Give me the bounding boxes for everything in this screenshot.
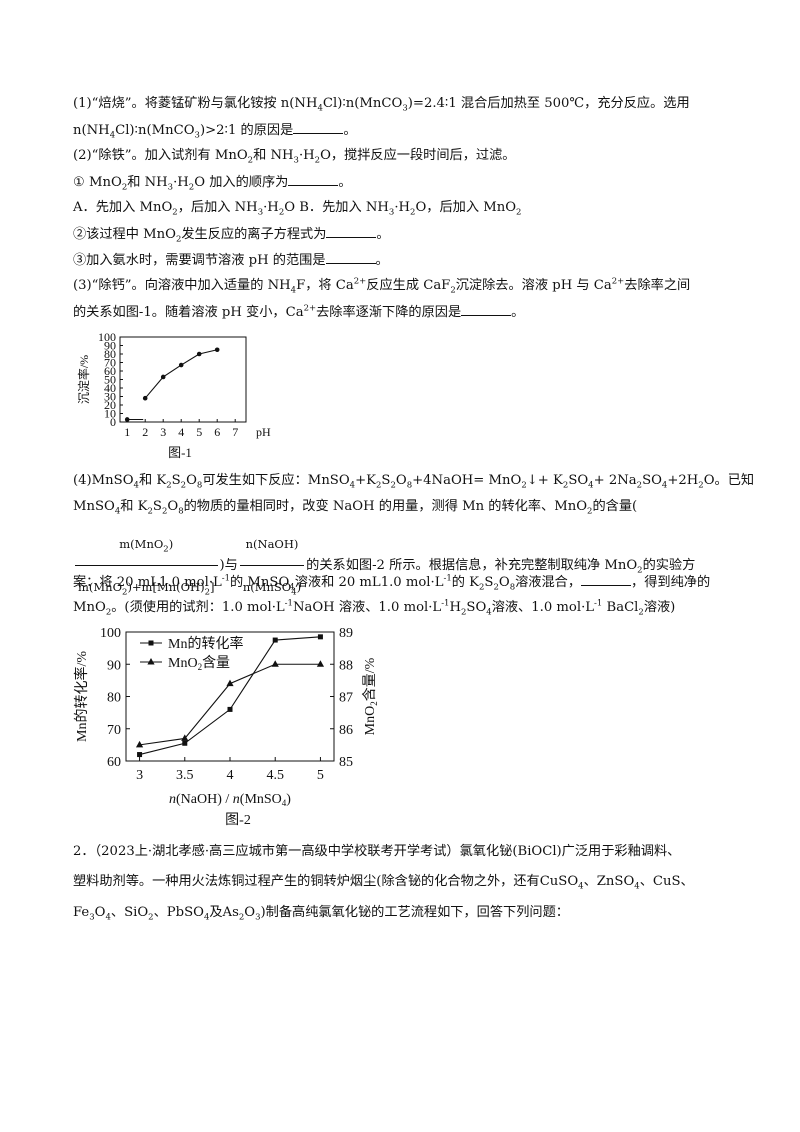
legend-label-mno2: MnO2含量 (168, 655, 230, 672)
answer-blank[interactable] (326, 225, 377, 238)
q4-line1: (4)MnSO4和 K2S2O8可发生如下反应：MnSO4+K2S2O8+4Na… (73, 473, 755, 491)
y-right-tick-label: 85 (339, 755, 353, 770)
figure-2-chart: 60 70 80 90 100 85 86 87 88 89 3 3.5 4 4.5 5 Mn的转化率/% Mn… (73, 626, 379, 828)
q5-line3: Fe3O4、SiO2、PbSO4及As2O3)制备高纯氯氧化铋的工艺流程如下，回… (73, 905, 569, 923)
y-tick-label: 80 (104, 347, 116, 361)
y-left-tick-label: 60 (107, 755, 121, 770)
q2-sub1: ① MnO2和 NH3·H2O 加入的顺序为。 (73, 173, 352, 193)
series-mno2-content-point (226, 679, 234, 687)
series-mn-conversion-point (182, 740, 188, 746)
data-point (160, 374, 166, 380)
q2-sub3: ③加入氨水时，需要调节溶液 pH 的范围是。 (73, 251, 389, 268)
y-left-axis-label: Mn的转化率/% (73, 651, 90, 742)
answer-blank[interactable] (325, 251, 376, 264)
plot-frame (119, 336, 247, 423)
x-tick-label: 5 (196, 425, 202, 439)
y-tick-label: 40 (104, 381, 116, 395)
y-tick-label: 50 (104, 373, 116, 387)
series-mn-conversion-line (139, 636, 321, 756)
mass-fraction: m(MnO2) m(MnO2)+m[Mn(OH)2] (75, 524, 218, 607)
q2-sub2: ②该过程中 MnO2发生反应的离子方程式为。 (73, 225, 390, 245)
q5-line2: 塑料助剂等。一种用火法炼铜过程产生的铜转炉烟尘(除含铋的化合物之外，还有CuSO… (73, 874, 694, 892)
q1-line1: (1)“焙烧”。将菱锰矿粉与氯化铵按 n(NH4Cl)∶n(MnCO3)=2.4… (73, 96, 690, 114)
series-mn-conversion-point (227, 706, 233, 712)
series-mno2-content-point (181, 734, 189, 741)
x-tick-label: 2 (142, 425, 148, 439)
data-point (124, 417, 130, 422)
y-axis-label: 沉淀率/% (76, 355, 91, 404)
y-right-tick-label: 87 (339, 691, 353, 706)
y-tick-label: 90 (104, 339, 116, 353)
legend-marker-triangle (147, 658, 155, 665)
x-tick-label: 3.5 (176, 768, 194, 783)
y-tick-label: 60 (104, 364, 116, 378)
y-left-tick-label: 70 (107, 723, 121, 738)
q2-options: A．先加入 MnO2，后加入 NH3·H2O B．先加入 NH3·H2O，后加入… (73, 200, 522, 218)
q4-line2: MnSO4和 K2S2O8的物质的量相同时，改变 NaOH 的用量，测得 Mn … (73, 499, 638, 517)
series-mn-conversion-point (317, 634, 323, 640)
figure-caption: 图-2 (225, 813, 251, 828)
legend-label-mn: Mn的转化率 (168, 635, 243, 652)
x-tick-label: 6 (214, 425, 220, 439)
y-right-tick-label: 88 (339, 658, 353, 673)
series-line (144, 349, 218, 399)
q4-line5: MnO2。(须使用的试剂：1.0 mol·L-1NaOH 溶液、1.0 mol·… (73, 598, 676, 618)
series-mno2-content-point (135, 740, 144, 748)
x-tick-label: 3 (136, 768, 143, 783)
q4-line4: 案：将 20 mL1.0 mol·L-1的 MnSO4溶液和 20 mL1.0 … (73, 573, 711, 593)
series-mno2-content-line (139, 663, 321, 746)
mole-ratio: n(NaOH) n(MnSO4) (239, 524, 305, 607)
q4-line3: m(MnO2) m(MnO2)+m[Mn(OH)2])与 n(NaOH) n(MnSO… (73, 524, 695, 607)
data-point (196, 351, 202, 357)
y-tick-label: 20 (104, 398, 116, 412)
q2-head: (2)“除铁”。加入试剂有 MnO2和 NH3·H2O，搅拌反应一段时间后，过滤… (73, 148, 516, 166)
legend-marker-square (148, 640, 154, 646)
x-tick-label: 1 (124, 425, 130, 439)
answer-blank[interactable] (288, 173, 339, 186)
x-axis-label: n(NaOH) / n(MnSO4) (169, 792, 291, 808)
answer-blank[interactable] (293, 121, 344, 134)
answer-blank[interactable] (461, 303, 512, 316)
y-tick-label: 100 (98, 330, 116, 344)
y-right-tick-label: 86 (339, 723, 353, 738)
data-point (178, 362, 184, 368)
y-tick-label: 70 (104, 356, 116, 370)
y-right-axis-label: MnO2含量/% (362, 657, 379, 735)
x-tick-label: 7 (232, 425, 238, 439)
y-left-tick-label: 80 (107, 691, 121, 706)
x-axis-label: pH (256, 425, 271, 439)
x-tick-label: 3 (160, 425, 166, 439)
series-mn-conversion-point (137, 752, 143, 758)
data-point (214, 347, 220, 353)
x-tick-label: 5 (317, 768, 324, 783)
q3-line2: 的关系如图-1。随着溶液 pH 变小，Ca2+去除率逐渐下降的原因是。 (73, 303, 525, 320)
y-left-tick-label: 100 (100, 626, 121, 641)
answer-blank[interactable] (581, 573, 632, 586)
x-tick-label: 4.5 (266, 768, 284, 783)
y-tick-label: 10 (104, 407, 116, 421)
x-tick-label: 4 (178, 425, 184, 439)
y-tick-label: 30 (104, 390, 116, 404)
q1-line2: n(NH4Cl)∶n(MnCO3)>2∶1 的原因是。 (73, 121, 357, 141)
figure-caption: 图-1 (168, 445, 192, 460)
series-mno2-content-point (271, 660, 279, 667)
y-tick-label: 0 (110, 415, 116, 429)
q3-line1: (3)“除钙”。向溶液中加入适量的 NH4F，将 Ca2+反应生成 CaF2沉淀… (73, 276, 691, 296)
y-left-tick-label: 90 (107, 658, 121, 673)
y-right-tick-label: 89 (339, 626, 353, 641)
series-mn-conversion-point (272, 637, 278, 643)
data-point (142, 395, 148, 401)
series-mno2-content-point (316, 660, 325, 667)
q5-line1: 2．（2023上·湖北孝感·高三应城市第一高级中学校联考开学考试）氯氧化铋(Bi… (73, 844, 681, 859)
x-tick-label: 4 (227, 768, 234, 783)
